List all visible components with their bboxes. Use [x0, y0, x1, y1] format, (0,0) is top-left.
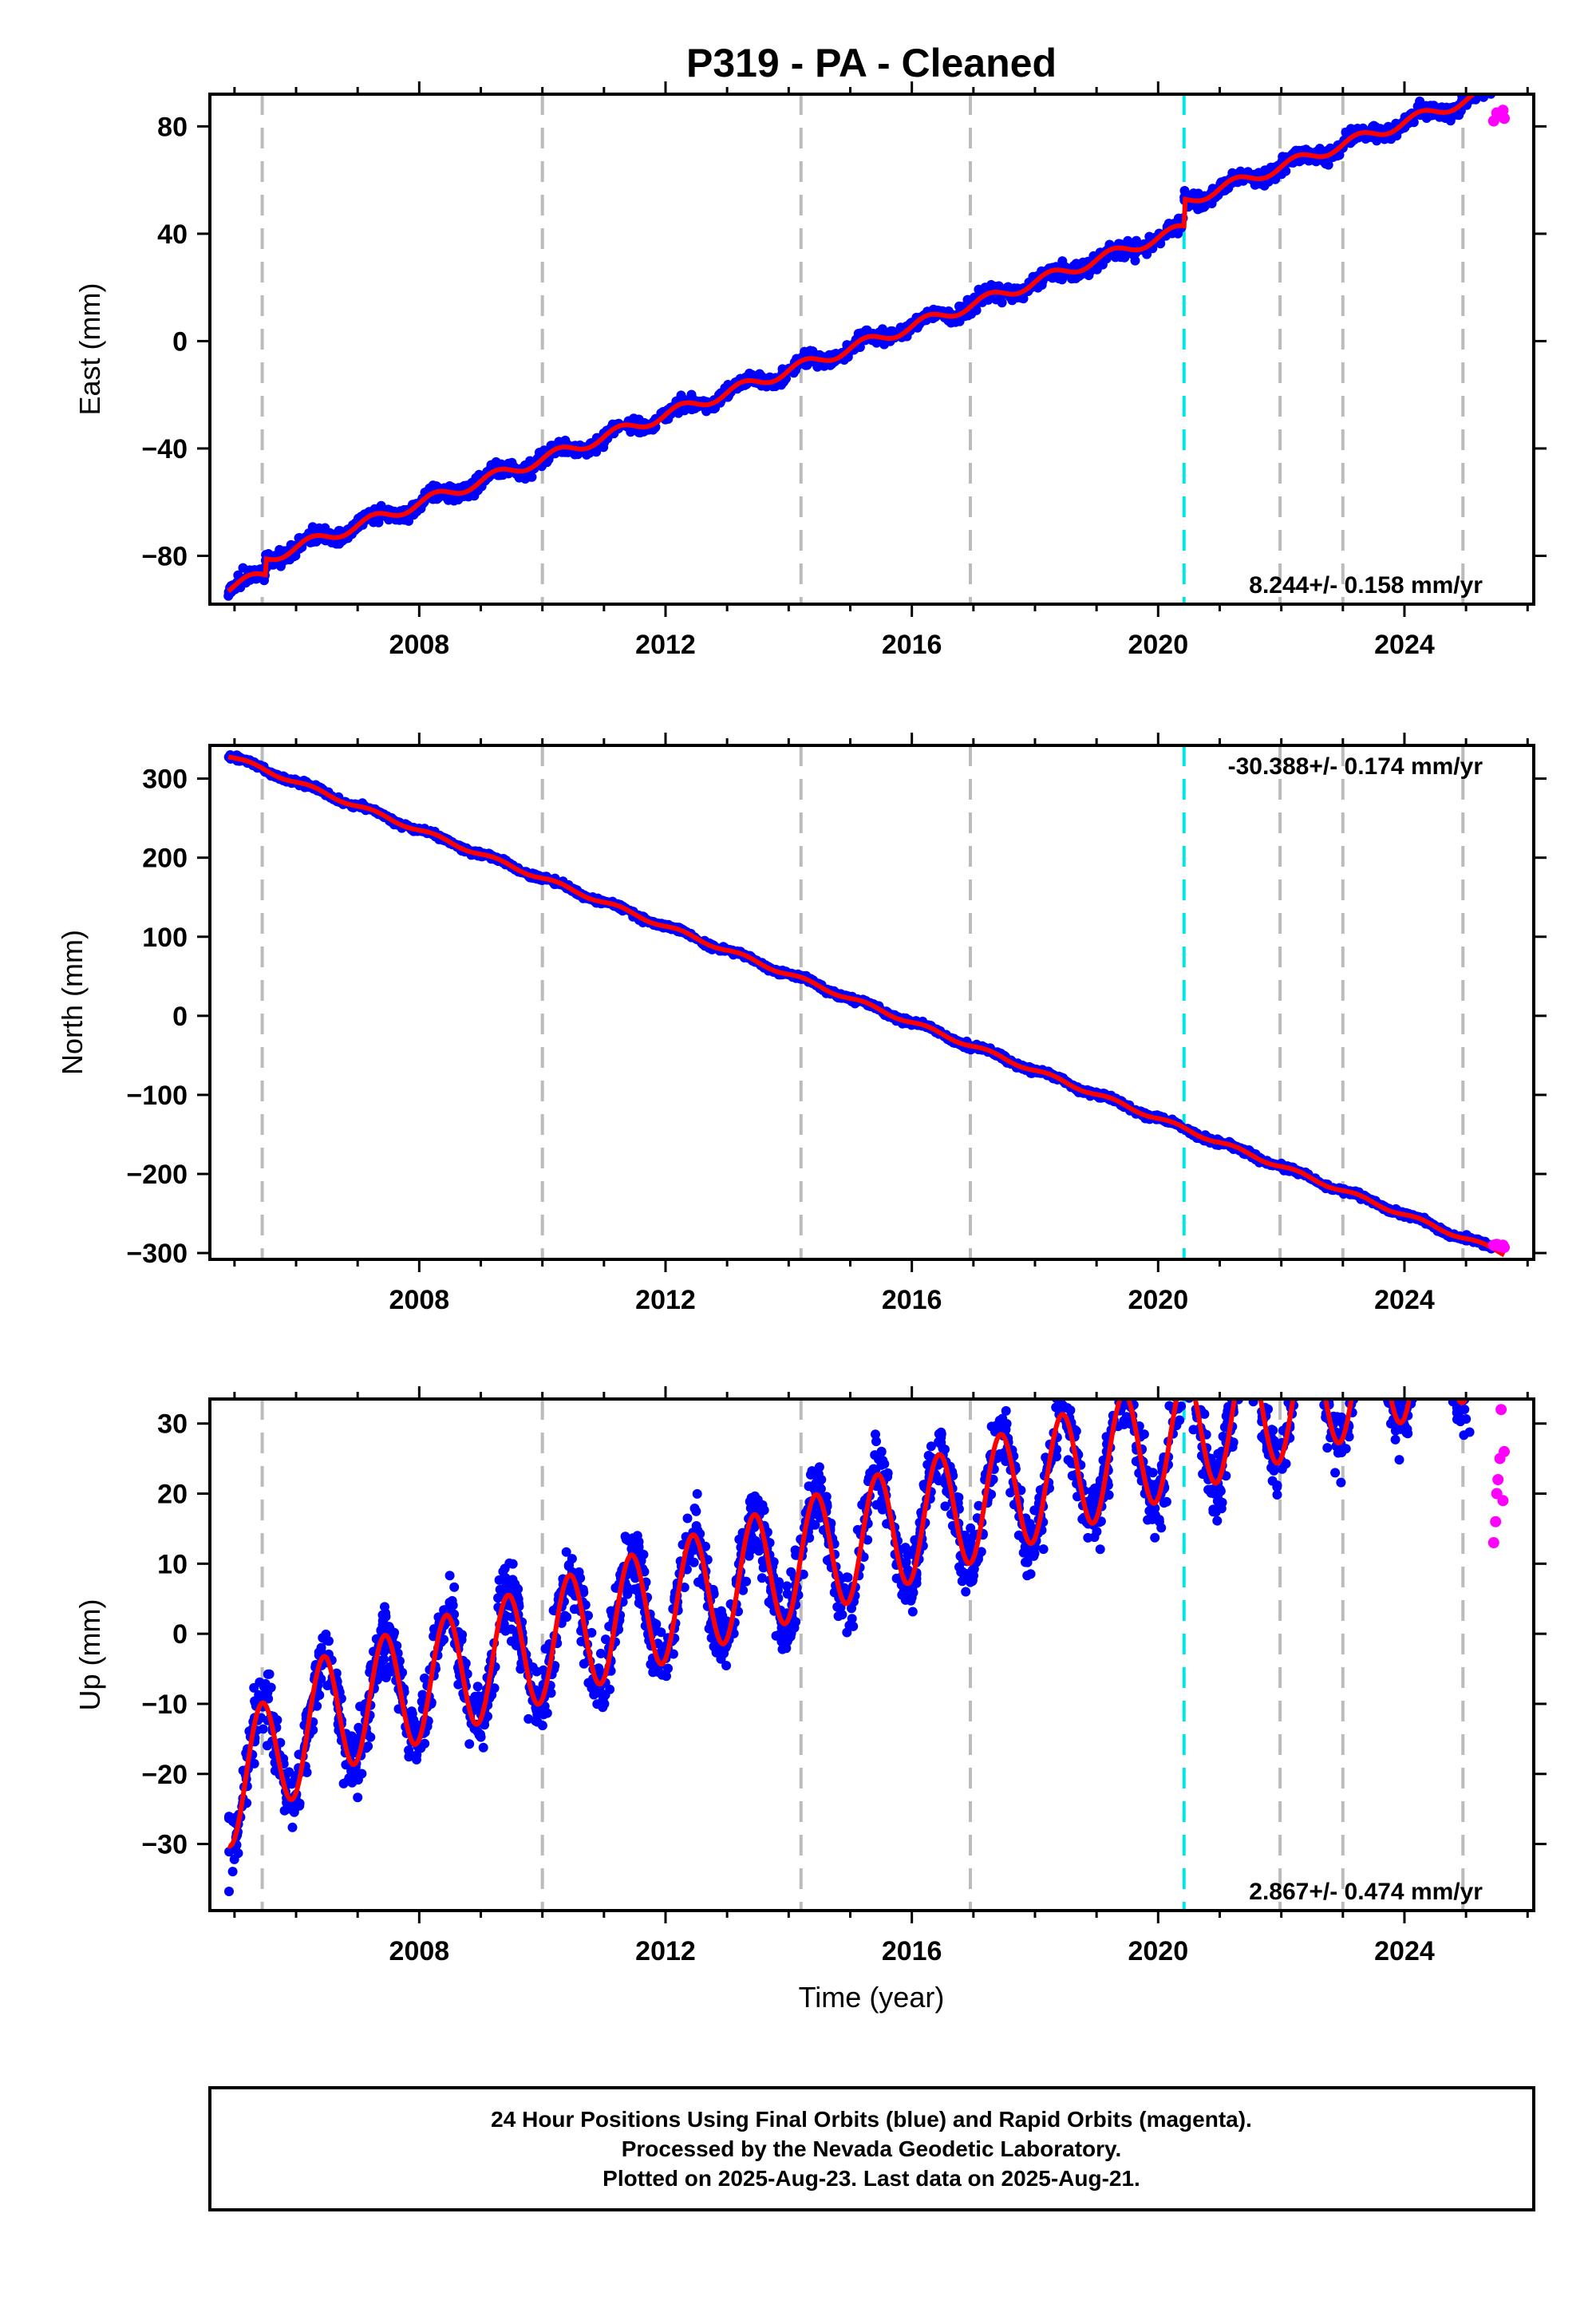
final-orbit-point: [472, 1682, 483, 1692]
panel-east: 2008 2012 2016 2020 2024 −80 −40 0 40 80 East (mm)…: [73, 81, 1547, 660]
final-orbit-point: [1323, 160, 1333, 170]
velocity-label: 8.244+/- 0.158 mm/yr: [1249, 572, 1483, 599]
y-tick-label: −200: [126, 1160, 188, 1190]
final-orbit-point: [877, 324, 887, 334]
y-tick-label: −100: [126, 1081, 188, 1111]
x-tick-label: 2016: [882, 630, 942, 660]
final-orbit-point: [1069, 273, 1079, 283]
x-tick-label: 2016: [882, 1285, 942, 1315]
x-tick-label: 2012: [635, 1285, 696, 1315]
rapid-orbit-point: [1499, 1242, 1510, 1254]
x-tick-label: 2008: [389, 630, 450, 660]
final-orbit-point: [709, 404, 719, 414]
y-axis-label: East (mm): [73, 283, 106, 416]
final-orbit-point: [1007, 294, 1017, 305]
final-orbit-point: [954, 301, 964, 311]
final-orbit-point: [1259, 180, 1270, 191]
final-orbit-point: [638, 426, 649, 437]
final-orbit-point: [507, 457, 517, 468]
final-orbit-point: [907, 1607, 918, 1617]
y-tick-label: 300: [142, 765, 188, 795]
final-orbit-point: [1047, 273, 1057, 283]
x-tick-label: 2024: [1374, 630, 1435, 660]
final-orbit-point: [444, 1571, 455, 1581]
final-orbit-point: [1436, 102, 1447, 113]
final-orbit-point: [1372, 136, 1382, 146]
final-orbit-point: [1330, 1468, 1341, 1478]
final-orbit-point: [1069, 260, 1079, 271]
final-orbit-point: [757, 372, 767, 382]
y-tick-label: −40: [141, 434, 188, 464]
panels: 2008 2012 2016 2020 2024 −80 −40 0 40 80 East (mm)…: [56, 81, 1547, 2014]
final-orbit-point: [1130, 255, 1140, 266]
final-orbit-point: [1033, 283, 1043, 293]
y-tick-label: 200: [142, 844, 188, 874]
rapid-orbit-point: [1499, 113, 1510, 124]
x-tick-label: 2008: [389, 1285, 450, 1315]
y-tick-label: 0: [172, 326, 188, 357]
panel-frame: [208, 93, 1535, 606]
final-orbit-point: [478, 1742, 488, 1753]
y-tick-label: −80: [141, 541, 188, 571]
final-orbit-point: [1415, 96, 1425, 106]
final-orbit-point: [1132, 235, 1141, 246]
final-orbit-point: [1193, 188, 1203, 199]
model-fit-line: [227, 94, 1478, 594]
x-tick-label: 2024: [1374, 1285, 1435, 1315]
final-orbit-point: [457, 482, 468, 492]
y-tick-label: 0: [172, 1002, 188, 1032]
final-orbit-point: [307, 522, 318, 532]
final-orbit-point: [523, 1713, 534, 1724]
x-tick-label: 2020: [1128, 630, 1188, 660]
final-orbit-point: [800, 346, 810, 357]
y-axis-label: North (mm): [56, 930, 89, 1075]
final-orbit-point: [1304, 156, 1314, 166]
x-tick-label: 2020: [1128, 1285, 1188, 1315]
y-tick-label: 40: [157, 219, 188, 250]
y-tick-label: 80: [157, 112, 188, 142]
chart-title: P319 - PA - Cleaned: [686, 41, 1057, 85]
y-tick-label: −300: [126, 1239, 188, 1269]
final-orbit-point: [1207, 199, 1217, 208]
final-orbit-point: [223, 591, 234, 601]
velocity-label: -30.388+/- 0.174 mm/yr: [1228, 753, 1483, 780]
y-tick-label: 100: [142, 923, 188, 953]
final-orbit-point: [449, 496, 459, 506]
x-tick-label: 2012: [635, 630, 696, 660]
panel-north: 2008 2012 2016 2020 2024 −300 −200 −100 0 100 200 3…: [56, 733, 1547, 1315]
final-orbit-point: [1212, 1516, 1223, 1526]
final-orbit-point: [940, 1501, 950, 1512]
